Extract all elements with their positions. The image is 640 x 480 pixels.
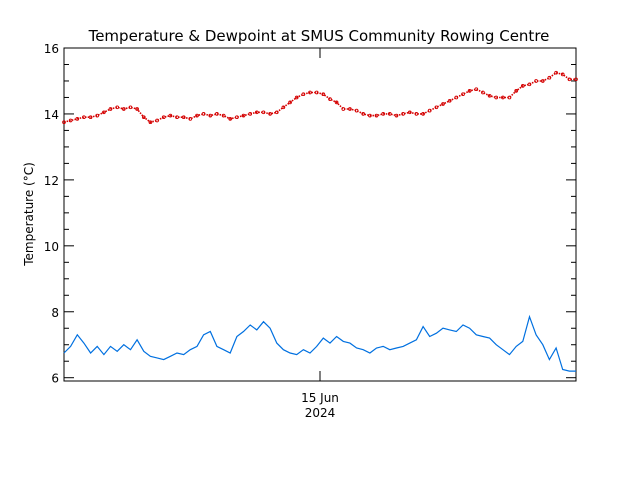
temperature-point: [441, 102, 445, 106]
y-tick-label: 12: [44, 174, 59, 188]
temperature-point: [308, 90, 312, 95]
temperature-point: [148, 120, 153, 125]
temperature-point: [88, 115, 93, 120]
series-layer: [62, 70, 578, 372]
temperature-point: [102, 110, 106, 115]
temperature-point: [314, 90, 319, 95]
temperature-point: [407, 110, 412, 115]
temperature-point: [274, 110, 279, 115]
temperature-point: [560, 72, 565, 77]
temperature-point: [248, 112, 253, 116]
temperature-point: [175, 115, 179, 120]
temperature-point: [554, 70, 558, 75]
y-tick-label: 6: [51, 372, 59, 386]
temperature-point: [155, 118, 159, 123]
temperature-point: [228, 117, 233, 121]
temperature-point: [494, 95, 499, 100]
temperature-point: [95, 113, 100, 118]
x-tick-label-date: 15 Jun: [301, 391, 339, 405]
temperature-point: [168, 113, 173, 118]
temperature-point: [321, 92, 326, 97]
temperature-point: [301, 92, 306, 97]
temperature-point: [115, 105, 120, 110]
temperature-point: [414, 112, 419, 116]
temperature-point: [547, 75, 552, 80]
temperature-point: [62, 120, 66, 125]
temperature-point: [75, 117, 80, 121]
temperature-point: [128, 105, 133, 110]
temperature-point: [461, 92, 465, 97]
temperature-point: [135, 107, 139, 111]
temperature-point: [421, 112, 425, 116]
y-axis-ticks: 6 8 10 12 14 16: [44, 42, 576, 386]
dewpoint-line: [63, 314, 576, 372]
temperature-point: [520, 84, 525, 88]
temperature-point: [108, 107, 113, 111]
temperature-point: [381, 112, 386, 116]
temperature-point: [534, 79, 538, 83]
chart-title: Temperature & Dewpoint at SMUS Community…: [88, 27, 550, 45]
temperature-point: [268, 112, 272, 116]
temperature-point: [354, 108, 359, 113]
temperature-point: [161, 115, 166, 120]
temperature-line: [63, 71, 576, 124]
temperature-point: [235, 115, 239, 120]
temperature-point: [434, 105, 439, 110]
y-tick-label: 10: [44, 240, 59, 254]
temperature-point: [361, 112, 366, 116]
x-tick-label-year: 2024: [305, 406, 336, 420]
temperature-point: [288, 100, 292, 105]
temperature-point: [348, 107, 352, 111]
temperature-point: [368, 113, 372, 118]
temperature-point: [181, 115, 186, 120]
temperature-point: [334, 100, 339, 105]
temperature-point: [188, 117, 193, 121]
temperature-point: [328, 97, 332, 101]
y-axis-title: Temperature (°C): [22, 162, 36, 267]
temperature-point: [241, 113, 246, 118]
temperature-point: [215, 112, 219, 116]
temperature-point: [261, 110, 266, 115]
temperature-point: [294, 95, 299, 100]
temperature-point: [467, 89, 472, 93]
temperature-point: [341, 107, 346, 111]
temperature-point: [574, 77, 578, 82]
y-tick-label: 14: [44, 108, 59, 122]
temperature-point: [68, 118, 73, 123]
y-tick-label: 16: [44, 42, 59, 56]
y-tick-label: 8: [51, 306, 59, 320]
temperature-point: [567, 77, 572, 82]
temperature-point: [540, 79, 545, 83]
temperature-point: [447, 98, 452, 103]
temperature-point: [401, 112, 405, 116]
temperature-point: [221, 113, 226, 118]
temperature-point: [141, 115, 146, 120]
temperature-point: [82, 115, 86, 120]
temperature-point: [201, 112, 206, 116]
temperature-point: [474, 87, 479, 92]
temperature-point: [514, 89, 519, 93]
temperature-point: [501, 95, 505, 100]
temperature-point: [195, 113, 199, 118]
temperature-point: [281, 105, 286, 110]
temperature-point: [121, 107, 126, 111]
temperature-point: [507, 95, 512, 100]
temperature-point: [527, 82, 532, 87]
temperature-point: [487, 93, 492, 98]
temperature-point: [394, 113, 399, 118]
temperature-point: [254, 110, 259, 115]
temperature-point: [427, 108, 432, 113]
temperature-point: [208, 113, 213, 118]
temperature-point: [481, 90, 485, 95]
temperature-point: [454, 95, 459, 100]
temperature-point: [374, 113, 379, 118]
temperature-point: [387, 112, 392, 116]
